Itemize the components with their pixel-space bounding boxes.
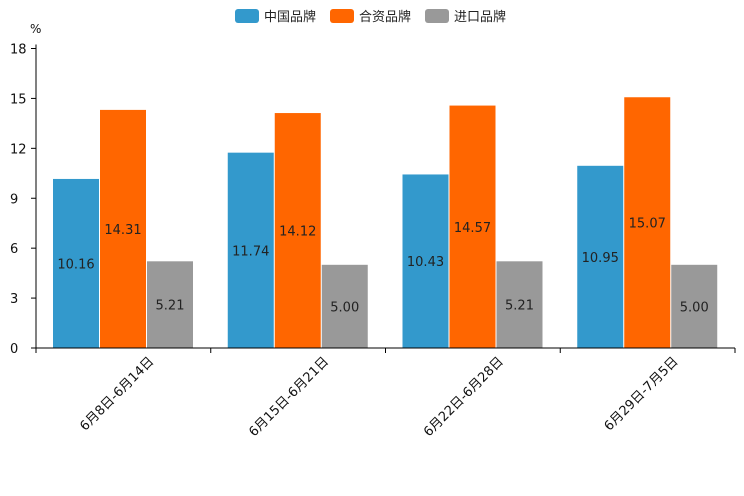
y-tick-label: 3 (10, 292, 18, 307)
bar-2-4 (624, 97, 671, 348)
legend-swatch (425, 9, 449, 23)
y-axis: 0 3 6 9 12 15 18 (10, 43, 37, 357)
data-label: 5.00 (330, 300, 359, 315)
y-tick-label: 18 (10, 43, 27, 58)
y-tick-label: 0 (10, 342, 18, 357)
legend-swatch (330, 9, 354, 23)
data-label: 14.57 (454, 221, 491, 236)
bars: 10.16 14.31 5.21 11.74 14.12 5.00 10.43 14.57 5.… (53, 97, 718, 349)
bar-3-3 (496, 261, 543, 348)
y-tick-label: 12 (10, 142, 27, 157)
data-label: 14.12 (279, 225, 316, 240)
bar-3-1 (147, 261, 193, 348)
legend-swatch (235, 9, 259, 23)
bar-3-4 (671, 264, 718, 348)
y-tick-label: 15 (10, 92, 27, 107)
data-label: 5.00 (680, 300, 709, 315)
bar-3-2 (321, 264, 368, 348)
bar-2-1 (100, 109, 146, 349)
x-tick-label: 6月15日-6月21日 (246, 354, 332, 440)
data-label: 14.31 (104, 223, 141, 238)
data-label: 5.21 (505, 299, 534, 314)
bar-1-2 (227, 152, 274, 348)
legend: 中国品牌 合资品牌 进口品牌 (235, 9, 506, 25)
data-label: 5.21 (156, 299, 185, 314)
bar-1-3 (402, 174, 449, 348)
data-label: 15.07 (629, 217, 666, 232)
legend-label: 合资品牌 (359, 9, 411, 25)
bar-2-3 (449, 105, 496, 349)
x-tick-label: 6月29日-7月5日 (602, 354, 682, 434)
y-axis-unit: % (30, 22, 41, 36)
x-tick-label: 6月22日-6月28日 (421, 354, 507, 440)
data-label: 10.43 (407, 255, 444, 270)
bar-1-1 (53, 178, 99, 348)
bar-2-2 (274, 113, 321, 348)
y-tick-label: 6 (10, 242, 18, 257)
x-tick-label: 6月8日-6月14日 (77, 354, 157, 434)
legend-label: 进口品牌 (454, 9, 506, 25)
data-label: 10.16 (57, 257, 94, 272)
x-axis: 6月8日-6月14日 6月15日-6月21日 6月22日-6月28日 6月29日-7月… (35, 347, 736, 440)
data-label: 10.95 (582, 251, 619, 266)
bar-1-4 (577, 165, 624, 348)
y-tick-label: 9 (10, 192, 18, 207)
legend-label: 中国品牌 (264, 9, 316, 25)
data-label: 11.74 (232, 244, 269, 259)
